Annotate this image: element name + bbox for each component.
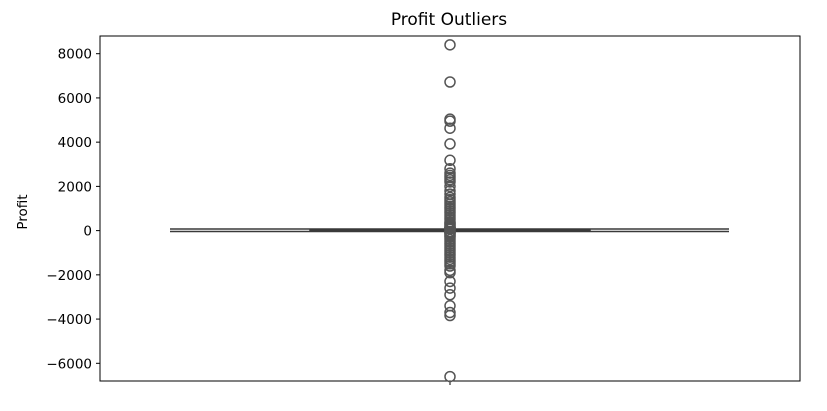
outlier-point [444, 185, 456, 197]
outlier-point [444, 176, 456, 188]
outlier-point [444, 370, 456, 383]
y-axis-label: Profit [15, 194, 31, 229]
outlier-point [444, 122, 456, 134]
y-tick-label: 8000 [58, 47, 92, 63]
outlier-point [444, 260, 456, 272]
y-tick-label: 0 [83, 224, 92, 240]
outlier-point [444, 289, 456, 301]
y-tick-label: −2000 [46, 268, 92, 284]
outlier-point [444, 282, 456, 294]
outlier-point [444, 76, 456, 88]
outlier-point [444, 115, 456, 127]
plot-area: 8000 6000 4000 2000 0 −2000 −4000 −6000 [46, 35, 801, 385]
y-tick-label: −6000 [46, 356, 92, 372]
outlier-point [444, 275, 456, 288]
y-tick-label: 2000 [58, 179, 92, 195]
outlier-point [444, 180, 456, 193]
chart-title: Profit Outliers [391, 10, 507, 30]
outlier-point [444, 39, 456, 51]
y-tick-label: 4000 [58, 135, 92, 151]
y-tick-label: 6000 [58, 91, 92, 107]
outlier-point [444, 306, 456, 319]
outlier-point [444, 309, 456, 322]
y-tick-label: −4000 [46, 312, 92, 328]
outlier-point [444, 162, 456, 175]
outlier-point [444, 266, 456, 279]
outlier-point [444, 154, 456, 167]
outlier-point [444, 138, 456, 150]
